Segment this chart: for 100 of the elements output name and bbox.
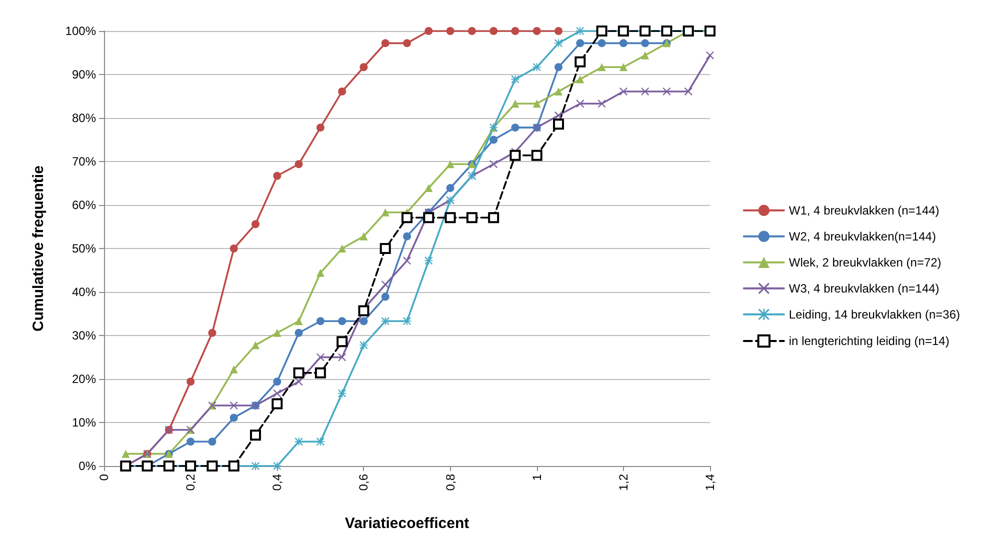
legend-label: W2, 4 breukvlakken(n=144) xyxy=(788,229,936,244)
point xyxy=(208,328,216,337)
y-tick-label: 60% xyxy=(72,198,96,212)
point xyxy=(576,100,584,108)
point xyxy=(403,39,411,48)
point xyxy=(402,212,412,224)
point xyxy=(641,87,650,96)
y-tick-label: 30% xyxy=(72,328,96,342)
y-tick-label: 40% xyxy=(72,285,96,299)
point xyxy=(641,39,650,48)
point xyxy=(554,87,562,96)
point xyxy=(294,317,303,326)
point xyxy=(294,328,303,337)
point xyxy=(511,27,520,35)
point xyxy=(468,27,476,35)
legend-label: W3, 4 breukvlakken (n=144) xyxy=(788,281,940,296)
point xyxy=(273,389,282,398)
point xyxy=(338,244,346,252)
point xyxy=(531,150,542,161)
point xyxy=(446,160,454,168)
point xyxy=(273,172,282,180)
point xyxy=(576,75,584,84)
point xyxy=(490,27,498,35)
point xyxy=(294,160,303,168)
point xyxy=(186,438,195,446)
point xyxy=(553,118,564,130)
point xyxy=(360,317,368,326)
point xyxy=(574,56,586,68)
y-tick-label: 20% xyxy=(72,372,96,386)
y-tick-label: 50% xyxy=(72,242,96,256)
point xyxy=(316,124,324,132)
point xyxy=(511,100,520,108)
x-tick-label: 1 xyxy=(530,474,544,481)
point xyxy=(403,256,411,265)
point xyxy=(532,63,541,72)
point xyxy=(488,212,500,224)
point xyxy=(619,39,628,48)
y-tick-label: 10% xyxy=(72,416,96,430)
point xyxy=(273,378,282,386)
point xyxy=(252,341,260,350)
point xyxy=(554,27,562,35)
point xyxy=(250,430,261,441)
point xyxy=(122,450,130,458)
point xyxy=(446,27,454,35)
point xyxy=(444,212,456,224)
point xyxy=(360,63,368,72)
point xyxy=(532,27,541,35)
point xyxy=(338,87,346,96)
point xyxy=(208,438,216,446)
x-tick-label: 1,4 xyxy=(703,474,717,491)
point xyxy=(230,414,238,422)
point xyxy=(358,305,370,316)
point xyxy=(381,208,390,216)
point xyxy=(336,336,348,348)
point xyxy=(511,124,520,132)
point xyxy=(272,398,283,410)
x-tick-label: 0,2 xyxy=(184,474,198,491)
y-axis-title: Cumulatieve frequentie xyxy=(30,166,47,332)
y-tick-label: 0% xyxy=(78,459,96,473)
y-tick-label: 90% xyxy=(72,68,96,82)
point xyxy=(598,63,606,72)
point xyxy=(466,212,478,224)
point xyxy=(360,341,368,350)
point xyxy=(230,402,238,410)
y-tick-label: 100% xyxy=(65,24,96,38)
point xyxy=(381,280,390,289)
point xyxy=(490,136,498,144)
legend-label: in lengterichting leiding (n=14) xyxy=(788,334,950,348)
y-tick-label: 80% xyxy=(72,111,96,125)
point xyxy=(230,365,238,374)
point xyxy=(554,63,562,72)
legend-label: Wlek, 2 breukvlakken (n=72) xyxy=(788,255,942,270)
point xyxy=(314,367,326,378)
point xyxy=(381,317,390,326)
point xyxy=(338,389,346,398)
point xyxy=(230,244,238,252)
point xyxy=(446,184,454,192)
y-tick-label: 70% xyxy=(72,154,96,168)
legend-label: W1, 4 breukvlakken (n=144) xyxy=(788,203,940,218)
point xyxy=(381,39,390,48)
point xyxy=(316,438,324,446)
point xyxy=(381,292,390,301)
point xyxy=(273,328,282,337)
point xyxy=(510,150,521,161)
point xyxy=(316,268,324,277)
x-tick-label: 0,8 xyxy=(443,474,458,491)
point xyxy=(532,100,541,108)
point xyxy=(619,63,628,72)
x-axis-title: Variatiecoefficent xyxy=(344,515,470,532)
point xyxy=(706,51,714,60)
legend-label: Leiding, 14 breukvlakken (n=36) xyxy=(788,307,960,322)
point xyxy=(252,220,260,228)
point xyxy=(662,87,671,96)
x-tick-label: 0,6 xyxy=(356,474,371,491)
point xyxy=(316,317,324,326)
point xyxy=(641,51,650,60)
point xyxy=(293,367,304,378)
point xyxy=(423,212,434,224)
x-tick-label: 0,4 xyxy=(270,474,284,491)
point xyxy=(380,243,391,254)
